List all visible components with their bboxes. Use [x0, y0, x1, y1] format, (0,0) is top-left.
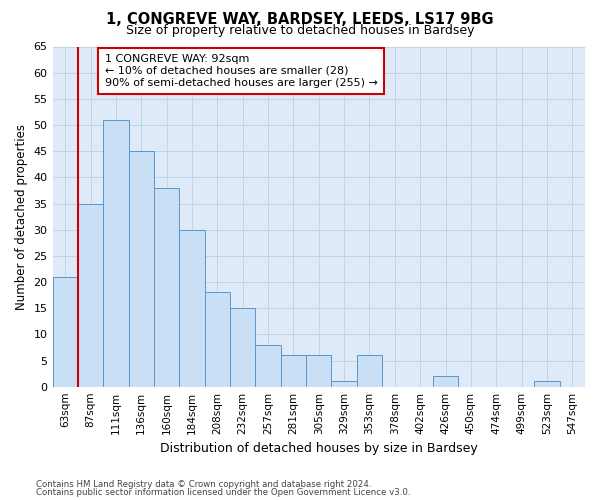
Bar [205, 292, 230, 386]
Bar [357, 356, 382, 386]
Bar [128, 151, 154, 386]
Bar [281, 356, 306, 386]
Y-axis label: Number of detached properties: Number of detached properties [15, 124, 28, 310]
Text: Contains public sector information licensed under the Open Government Licence v3: Contains public sector information licen… [36, 488, 410, 497]
Bar [230, 308, 256, 386]
Text: 1, CONGREVE WAY, BARDSEY, LEEDS, LS17 9BG: 1, CONGREVE WAY, BARDSEY, LEEDS, LS17 9B… [106, 12, 494, 27]
X-axis label: Distribution of detached houses by size in Bardsey: Distribution of detached houses by size … [160, 442, 478, 455]
Bar [103, 120, 128, 386]
Bar [78, 204, 103, 386]
Text: Contains HM Land Registry data © Crown copyright and database right 2024.: Contains HM Land Registry data © Crown c… [36, 480, 371, 489]
Bar [53, 277, 78, 386]
Text: Size of property relative to detached houses in Bardsey: Size of property relative to detached ho… [126, 24, 474, 37]
Bar [534, 382, 560, 386]
Bar [154, 188, 179, 386]
Bar [331, 382, 357, 386]
Bar [179, 230, 205, 386]
Bar [256, 345, 281, 387]
Bar [433, 376, 458, 386]
Bar [306, 356, 331, 386]
Text: 1 CONGREVE WAY: 92sqm
← 10% of detached houses are smaller (28)
90% of semi-deta: 1 CONGREVE WAY: 92sqm ← 10% of detached … [104, 54, 377, 88]
